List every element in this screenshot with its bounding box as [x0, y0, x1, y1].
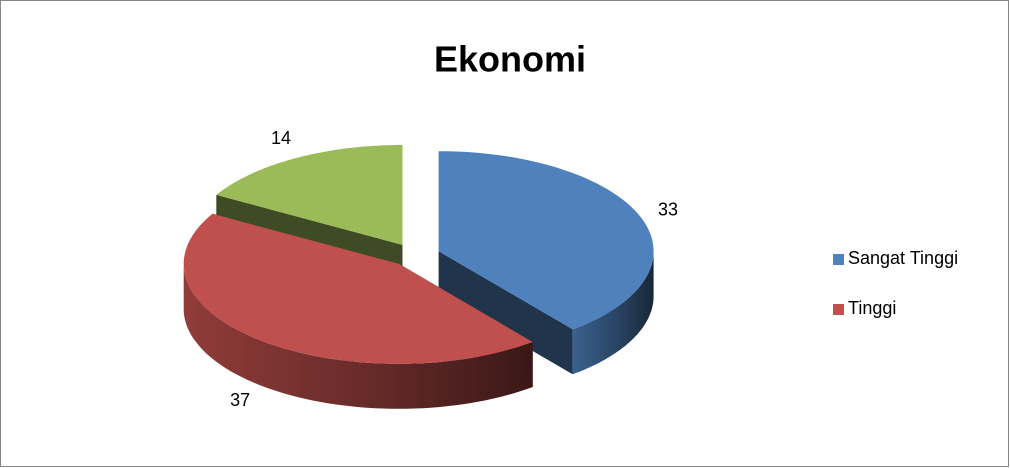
pie-tops	[183, 144, 654, 364]
data-label: 33	[658, 200, 678, 220]
legend-label: Sangat Tinggi	[848, 248, 958, 268]
slice	[216, 144, 403, 245]
data-label: 14	[271, 128, 291, 148]
slice-wall	[183, 263, 533, 409]
slice-side	[438, 251, 573, 375]
legend-swatch	[833, 304, 844, 315]
chart-title: Ekonomi	[434, 39, 586, 80]
slice-wall	[572, 251, 654, 375]
legend-label: Tinggi	[848, 298, 896, 318]
data-label: 37	[230, 390, 250, 410]
legend-swatch	[833, 254, 844, 265]
slice	[183, 213, 533, 364]
slice	[438, 151, 654, 330]
